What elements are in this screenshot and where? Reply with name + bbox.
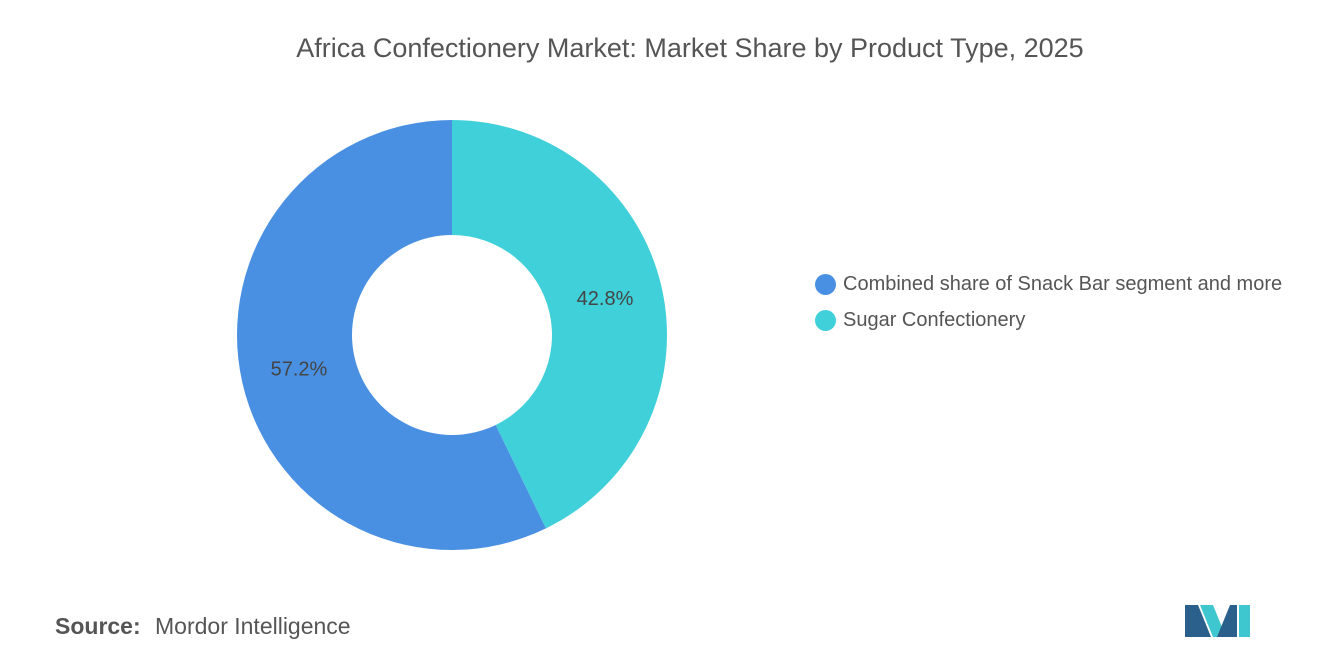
legend-label: Sugar Confectionery <box>843 309 1026 331</box>
legend-swatch <box>815 310 836 331</box>
logo <box>1185 605 1250 637</box>
slice <box>237 120 546 550</box>
legend-label: Combined share of Snack Bar segment and … <box>843 273 1283 295</box>
legend: Combined share of Snack Bar segment and … <box>815 270 1295 342</box>
source: Mordor Intelligence <box>155 613 351 639</box>
logo-shape <box>1200 605 1226 637</box>
chart-title: Africa Confectionery Market: Market Shar… <box>296 33 1083 63</box>
data-label: 42.8% <box>577 288 634 310</box>
legend-swatch <box>815 274 836 295</box>
legend-item: Combined share of Snack Bar segment and … <box>815 270 1295 298</box>
logo-shape <box>1185 605 1211 637</box>
logo-shape <box>1239 605 1250 637</box>
slice <box>452 120 667 529</box>
logo-shape <box>1217 605 1237 637</box>
legend-item: Sugar Confectionery <box>815 306 1295 334</box>
donut: 57.2% 42.8% <box>237 120 667 550</box>
source-label: Source: <box>55 613 141 639</box>
data-label: 57.2% <box>271 358 328 380</box>
